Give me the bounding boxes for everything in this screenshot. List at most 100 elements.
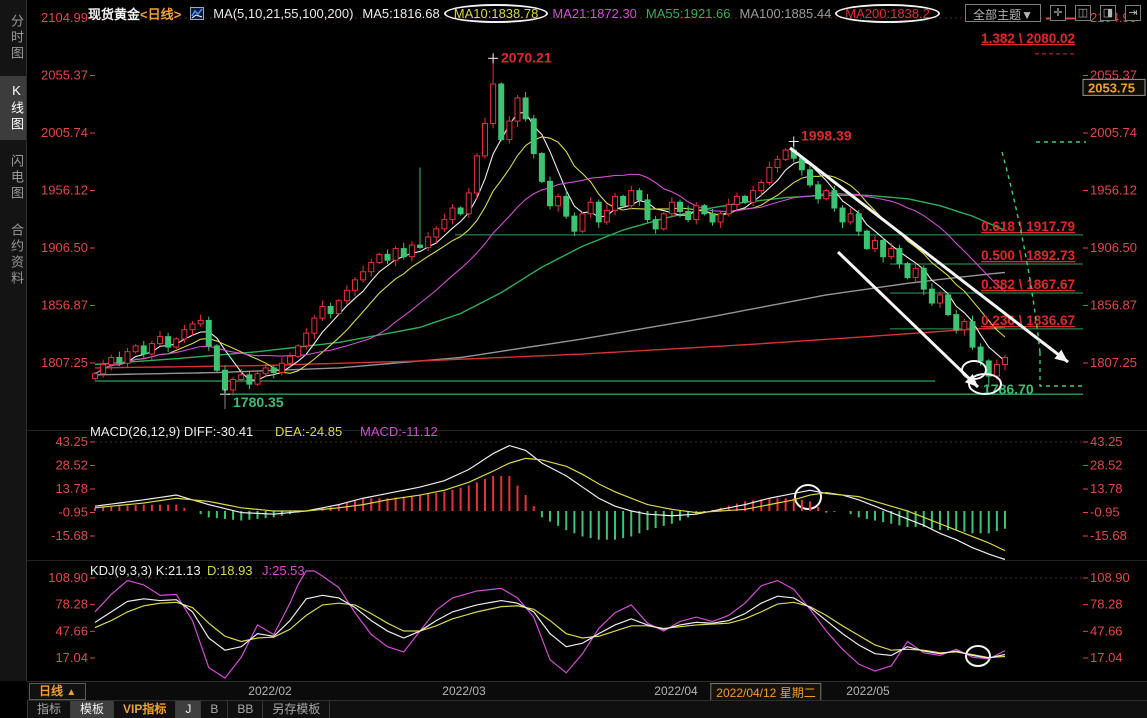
sidebar: 分时图 K线图 闪电图 合约资料	[0, 0, 27, 681]
svg-text:0.618 \ 1917.79: 0.618 \ 1917.79	[981, 219, 1075, 234]
svg-text:1807.25: 1807.25	[1090, 355, 1137, 370]
fibonacci-labels: 1.382 \ 2080.02 0.618 \ 1917.79 0.500 \ 18…	[981, 31, 1077, 328]
crosshair-icon[interactable]: ✛	[1050, 5, 1066, 21]
diff-line	[94, 444, 1006, 561]
sidebar-item-lightning-chart[interactable]: 闪电图	[9, 154, 24, 202]
dashed-projection	[1001, 141, 1086, 387]
current-date-label[interactable]: 2022/04/12 星期二	[710, 683, 822, 702]
svg-text:0.236 \ 1836.67: 0.236 \ 1836.67	[981, 313, 1075, 328]
svg-text:28.52: 28.52	[1090, 457, 1123, 472]
svg-text:13.78: 13.78	[1090, 481, 1123, 496]
chart-canvas[interactable]: 2104.992104.992055.372055.372005.742005.…	[0, 0, 1147, 681]
exit-fullscreen-icon[interactable]: ⇥	[1125, 5, 1141, 21]
svg-text:1856.87: 1856.87	[1090, 298, 1137, 313]
trend-channel	[789, 146, 1069, 389]
panel-grid	[27, 17, 1147, 579]
period-selector[interactable]: <日线>	[140, 6, 182, 22]
svg-text:D:18.93: D:18.93	[207, 563, 253, 578]
svg-text:-0.95: -0.95	[1090, 505, 1120, 520]
macd-histogram	[94, 475, 1006, 540]
svg-text:2055.37: 2055.37	[1090, 67, 1137, 82]
x-axis-date: 2022/05	[846, 684, 890, 698]
ma55-value: MA55:1921.66	[645, 5, 731, 21]
svg-text:1807.25: 1807.25	[41, 355, 88, 370]
chart-type-icon[interactable]	[190, 6, 205, 20]
svg-text:17.04: 17.04	[1090, 650, 1123, 665]
svg-text:43.25: 43.25	[1090, 434, 1123, 449]
svg-text:17.04: 17.04	[55, 650, 88, 665]
svg-text:-15.68: -15.68	[1090, 528, 1127, 543]
d-line	[94, 601, 1006, 659]
ma21-value: MA21:1872.30	[552, 5, 637, 21]
svg-text:MACD(26,12,9) DIFF:-30.41: MACD(26,12,9) DIFF:-30.41	[90, 424, 253, 439]
svg-text:1956.12: 1956.12	[1090, 183, 1137, 198]
ellipse-annotations	[794, 360, 1002, 667]
svg-text:0.500 \ 1892.73: 0.500 \ 1892.73	[981, 248, 1075, 263]
ma5-value: MA5:1816.68	[362, 5, 440, 21]
ma10-line	[94, 136, 1006, 375]
theme-selector-button[interactable]: 全部主题▼	[965, 4, 1041, 22]
ma100-line	[94, 271, 1006, 376]
svg-text:1956.12: 1956.12	[41, 183, 88, 198]
svg-text:2053.75: 2053.75	[1088, 80, 1135, 95]
svg-text:1906.50: 1906.50	[41, 240, 88, 255]
tab-vip-indicator[interactable]: VIP指标	[114, 701, 177, 718]
sidebar-item-contract-info[interactable]: 合约资料	[9, 223, 24, 287]
svg-text:1786.70: 1786.70	[983, 381, 1034, 397]
ma200-value-circled: MA200:1838.2	[835, 3, 940, 23]
svg-text:1.382 \ 2080.02: 1.382 \ 2080.02	[981, 31, 1075, 46]
x-axis-date: 2022/04	[654, 684, 698, 698]
tab-indicator[interactable]: 指标	[27, 701, 72, 718]
ma-settings-label: MA(5,10,21,55,100,200)	[213, 5, 354, 21]
svg-text:108.90: 108.90	[48, 570, 88, 585]
timeframe-arrow-icon: ▲	[66, 687, 77, 698]
j-line	[94, 570, 1006, 679]
timeframe-button[interactable]: 日线 ▲	[29, 683, 87, 700]
svg-text:J:25.53: J:25.53	[262, 563, 305, 578]
price-axis-labels: 2104.992104.992055.372055.372005.742005.…	[41, 10, 1137, 665]
tab-template[interactable]: 模板	[71, 701, 115, 718]
svg-text:1780.35: 1780.35	[233, 394, 284, 410]
svg-text:2005.74: 2005.74	[41, 125, 88, 140]
dea-line	[94, 457, 1006, 552]
svg-text:2005.74: 2005.74	[1090, 125, 1137, 140]
svg-text:43.25: 43.25	[55, 434, 88, 449]
svg-text:78.28: 78.28	[55, 597, 88, 612]
zoom-area-icon[interactable]: ◫	[1075, 5, 1091, 21]
svg-text:1856.87: 1856.87	[41, 298, 88, 313]
macd-panel: MACD(26,12,9) DIFF:-30.41 DEA:-24.85 MACD:…	[90, 424, 438, 439]
x-axis-date: 2022/03	[442, 684, 486, 698]
ma10-value-circled: MA10:1838.78	[443, 3, 549, 23]
symbol-text: 现货黄金	[88, 6, 141, 22]
svg-text:MACD:-11.12: MACD:-11.12	[360, 424, 438, 439]
svg-text:1998.39: 1998.39	[801, 128, 852, 144]
timeframe-label: 日线	[39, 684, 64, 698]
symbol-name: 现货黄金<日线>	[88, 4, 181, 23]
tab-bb[interactable]: BB	[228, 701, 264, 718]
ma100-value: MA100:1885.44	[739, 5, 832, 21]
svg-text:28.52: 28.52	[55, 457, 88, 472]
svg-text:47.66: 47.66	[1090, 623, 1123, 638]
svg-text:DEA:-24.85: DEA:-24.85	[275, 424, 342, 439]
sidebar-item-kline-chart[interactable]: K线图	[0, 76, 26, 140]
tab-b[interactable]: B	[201, 701, 229, 718]
svg-text:2055.37: 2055.37	[41, 67, 88, 82]
svg-text:2104.99: 2104.99	[41, 10, 88, 25]
chart-header: 现货黄金<日线> MA(5,10,21,55,100,200) MA5:1816…	[88, 0, 1141, 26]
tab-save-template[interactable]: 另存模板	[263, 701, 331, 718]
macd-lines	[94, 444, 1006, 561]
sidebar-item-timeshare-chart[interactable]: 分时图	[9, 14, 24, 62]
svg-text:KDJ(9,3,3) K:21.13: KDJ(9,3,3) K:21.13	[90, 563, 201, 578]
svg-text:108.90: 108.90	[1090, 570, 1130, 585]
svg-text:13.78: 13.78	[55, 481, 88, 496]
svg-text:47.66: 47.66	[55, 623, 88, 638]
ma200-line	[94, 326, 1006, 369]
tab-j[interactable]: J	[176, 701, 202, 718]
price-tag: 2053.75	[1082, 78, 1146, 96]
svg-text:-15.68: -15.68	[51, 528, 88, 543]
kdj-panel: KDJ(9,3,3) K:21.13 D:18.93 J:25.53	[90, 563, 1006, 679]
svg-text:0.382 \ 1867.67: 0.382 \ 1867.67	[981, 277, 1075, 292]
candlestick-series	[92, 58, 1008, 396]
indicator-pane-icon[interactable]: ◨	[1100, 5, 1116, 21]
